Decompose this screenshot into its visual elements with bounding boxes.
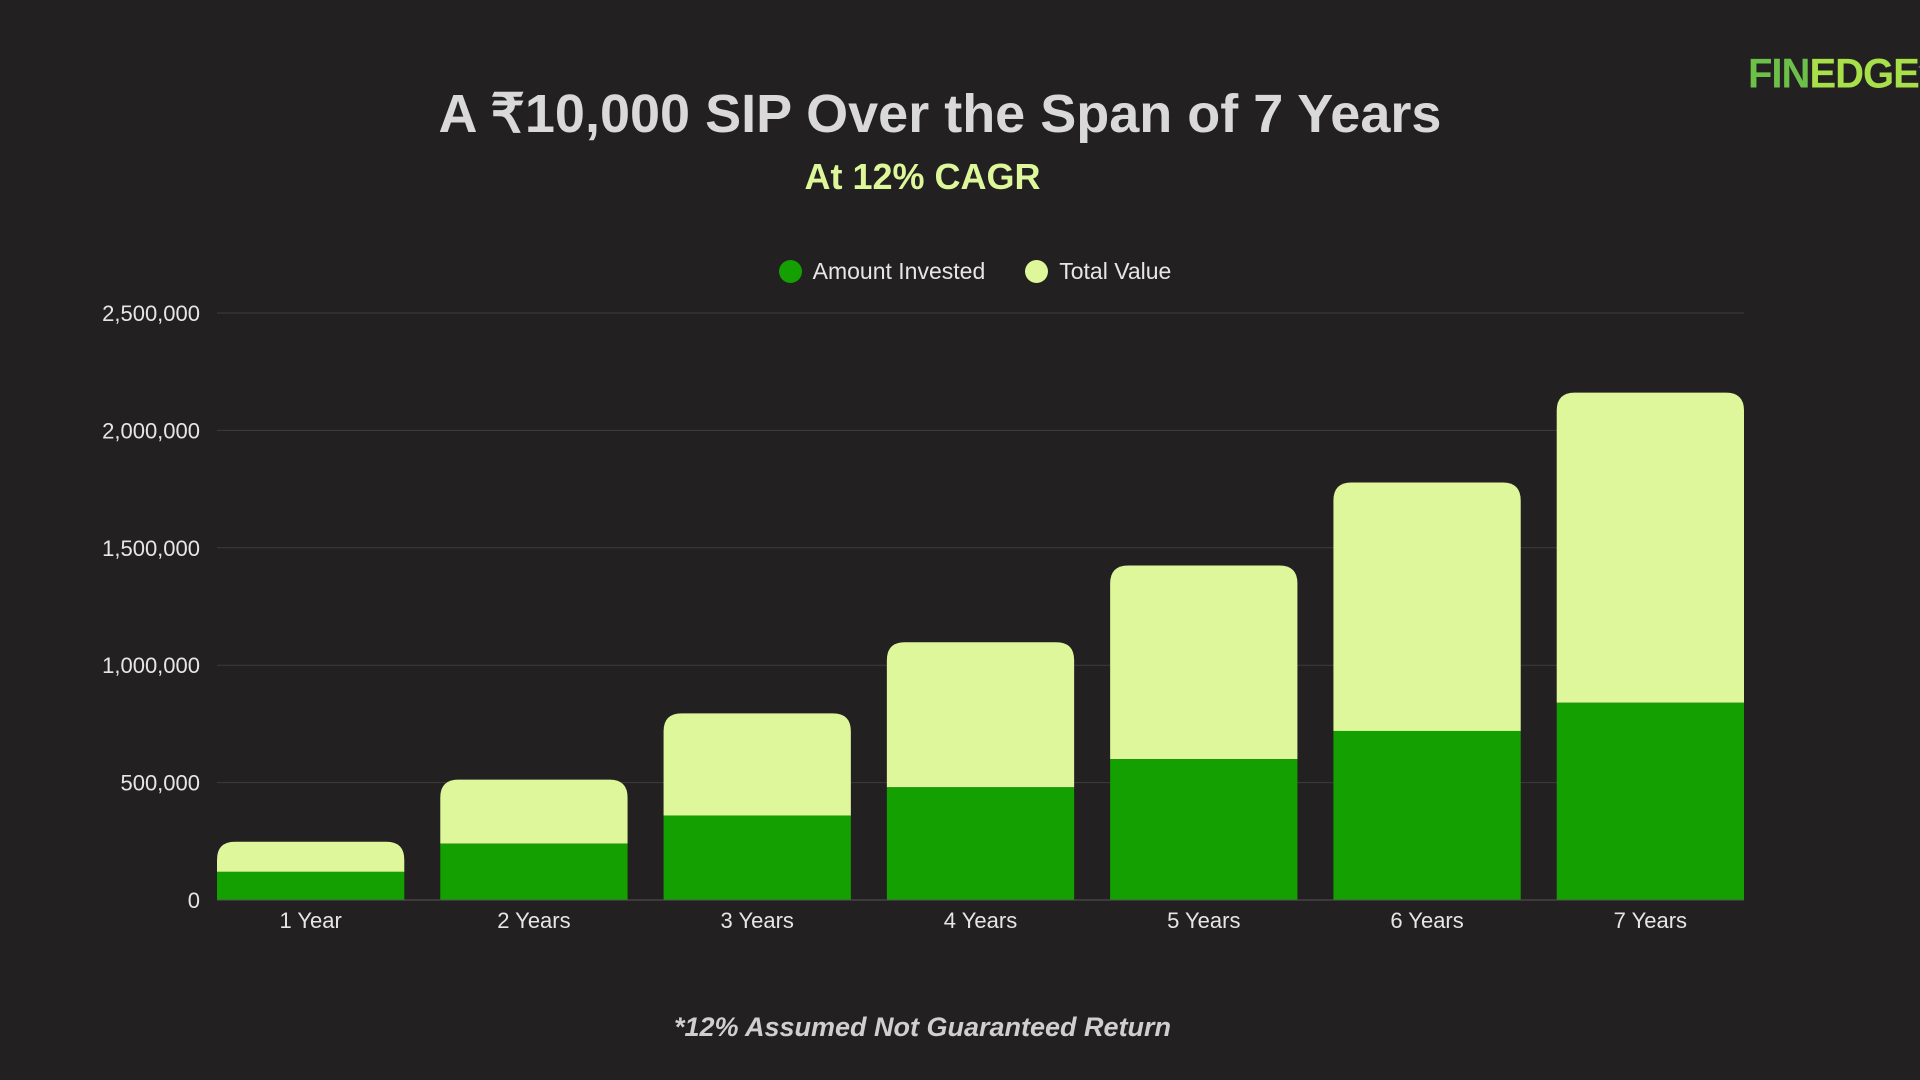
chart-title: A ₹10,000 SIP Over the Span of 7 Years <box>438 84 1442 144</box>
x-tick-label: 3 Years <box>721 908 794 933</box>
bar-total-value <box>440 779 628 844</box>
legend-item-invested: Amount Invested <box>778 258 986 285</box>
x-tick-label: 7 Years <box>1614 908 1687 933</box>
x-tick-label: 4 Years <box>944 908 1017 933</box>
y-tick-label: 1,000,000 <box>102 653 200 678</box>
legend-swatch-total <box>1025 260 1049 283</box>
bar-total-value <box>1110 565 1298 760</box>
legend: Amount Invested Total Value <box>0 258 1920 285</box>
bar-total-value <box>217 841 405 872</box>
x-tick-label: 1 Year <box>279 908 341 933</box>
y-tick-label: 1,500,000 <box>102 536 200 561</box>
bar-amount-invested <box>663 815 851 900</box>
legend-label: Amount Invested <box>812 258 986 284</box>
bar-amount-invested <box>1110 759 1298 900</box>
legend-item-total: Total Value <box>1025 258 1171 285</box>
finedge-logo: FINEDGETM <box>1748 50 1920 98</box>
bar-total-value <box>886 642 1075 788</box>
x-tick-label: 5 Years <box>1167 908 1240 933</box>
y-tick-label: 2,500,000 <box>102 301 200 326</box>
legend-swatch-invested <box>778 260 802 283</box>
y-tick-label: 2,000,000 <box>102 418 200 443</box>
chart-subtitle: At 12% CAGR <box>804 156 1041 197</box>
bar-amount-invested <box>217 871 405 900</box>
bar-amount-invested <box>1556 702 1744 900</box>
bar-total-value <box>663 713 851 816</box>
footnote: *12% Assumed Not Guaranteed Return <box>673 1012 1172 1042</box>
bar-total-value <box>1556 392 1744 703</box>
y-tick-label: 500,000 <box>120 771 200 796</box>
bar-total-value <box>1333 482 1521 731</box>
y-tick-label: 0 <box>188 888 200 913</box>
bar-amount-invested <box>440 843 628 900</box>
bar-amount-invested <box>886 787 1075 900</box>
bar-amount-invested <box>1333 730 1521 900</box>
legend-label: Total Value <box>1059 258 1172 284</box>
x-tick-label: 6 Years <box>1390 908 1463 933</box>
x-tick-label: 2 Years <box>497 908 570 933</box>
